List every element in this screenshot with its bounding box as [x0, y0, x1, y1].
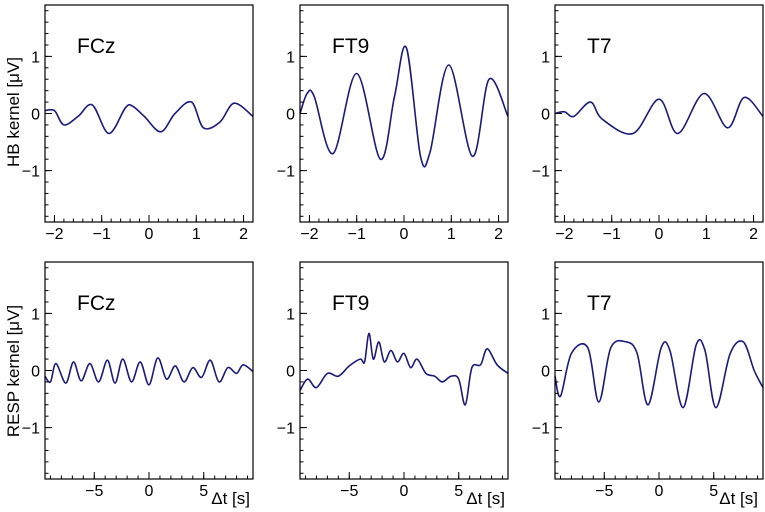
- x-tick-label: 1: [702, 226, 711, 243]
- row1-ylabel: HB kernel [μV]: [4, 57, 23, 167]
- x-tick-label: −1: [93, 226, 111, 243]
- x-tick-label: −1: [348, 226, 366, 243]
- kernel-line: [44, 357, 254, 386]
- panel-label: FCz: [77, 292, 116, 315]
- kernel-line: [554, 92, 764, 135]
- x-tick-label: −2: [300, 226, 318, 243]
- kernel-line: [299, 332, 509, 406]
- x-tick-label: 5: [199, 483, 208, 500]
- x-tick-label: −5: [340, 483, 358, 500]
- x-tick-label: 0: [145, 226, 154, 243]
- panel-label: FT9: [332, 35, 369, 58]
- panel-label: T7: [587, 292, 612, 315]
- x-tick-label: 2: [239, 226, 248, 243]
- x-tick-label: 5: [709, 483, 718, 500]
- panel-5: −5 0 5 −1 0 1 T7: [532, 261, 764, 500]
- y-tick-label: 0: [286, 107, 295, 124]
- x-tick-label: 0: [145, 483, 154, 500]
- panel-label: FCz: [77, 35, 116, 58]
- panels-group: −2 −1 0 1 2 −1 0 1 FCz −2 −1 0 1 2 −1 0 1 FT9 −2 −1 0 1 2 −1 0 1 T…: [22, 4, 764, 500]
- y-tick-label: 0: [541, 364, 550, 381]
- x-tick-label: 0: [400, 483, 409, 500]
- kernel-line: [554, 338, 764, 409]
- x-tick-label: 5: [454, 483, 463, 500]
- x-tick-label: 2: [749, 226, 758, 243]
- x-tick-label: −2: [45, 226, 63, 243]
- xlabel-col2: Δt [s]: [466, 489, 505, 508]
- kernel-line: [299, 45, 509, 168]
- y-tick-label: 1: [286, 306, 295, 323]
- panel-3: −5 0 5 −1 0 1 FCz: [22, 261, 254, 500]
- y-tick-label: 1: [31, 49, 40, 66]
- y-tick-label: 0: [286, 364, 295, 381]
- y-tick-label: −1: [22, 164, 40, 181]
- kernel-line: [44, 100, 254, 135]
- y-tick-label: 0: [31, 364, 40, 381]
- x-tick-label: −2: [555, 226, 573, 243]
- x-tick-label: 1: [447, 226, 456, 243]
- y-tick-label: −1: [532, 164, 550, 181]
- xlabel-col1: Δt [s]: [211, 489, 250, 508]
- panel-label: FT9: [332, 292, 369, 315]
- x-tick-label: 0: [400, 226, 409, 243]
- xlabel-col3: Δt [s]: [719, 489, 758, 508]
- y-tick-label: −1: [22, 421, 40, 438]
- x-tick-label: 0: [655, 483, 664, 500]
- y-tick-label: 1: [31, 306, 40, 323]
- x-tick-label: 0: [655, 226, 664, 243]
- y-tick-label: −1: [532, 421, 550, 438]
- x-tick-label: 2: [494, 226, 503, 243]
- x-tick-label: −1: [603, 226, 621, 243]
- y-tick-label: 1: [541, 306, 550, 323]
- y-tick-label: −1: [277, 421, 295, 438]
- row2-ylabel: RESP kernel [μV]: [4, 305, 23, 437]
- panel-2: −2 −1 0 1 2 −1 0 1 T7: [532, 4, 764, 243]
- y-tick-label: 0: [541, 107, 550, 124]
- y-tick-label: 1: [286, 49, 295, 66]
- y-tick-label: 0: [31, 107, 40, 124]
- x-tick-label: 1: [192, 226, 201, 243]
- y-tick-label: 1: [541, 49, 550, 66]
- x-tick-label: −5: [595, 483, 613, 500]
- panel-0: −2 −1 0 1 2 −1 0 1 FCz: [22, 4, 254, 243]
- panel-1: −2 −1 0 1 2 −1 0 1 FT9: [277, 4, 509, 243]
- x-tick-label: −5: [85, 483, 103, 500]
- y-tick-label: −1: [277, 164, 295, 181]
- panel-4: −5 0 5 −1 0 1 FT9: [277, 261, 509, 500]
- panel-label: T7: [587, 35, 612, 58]
